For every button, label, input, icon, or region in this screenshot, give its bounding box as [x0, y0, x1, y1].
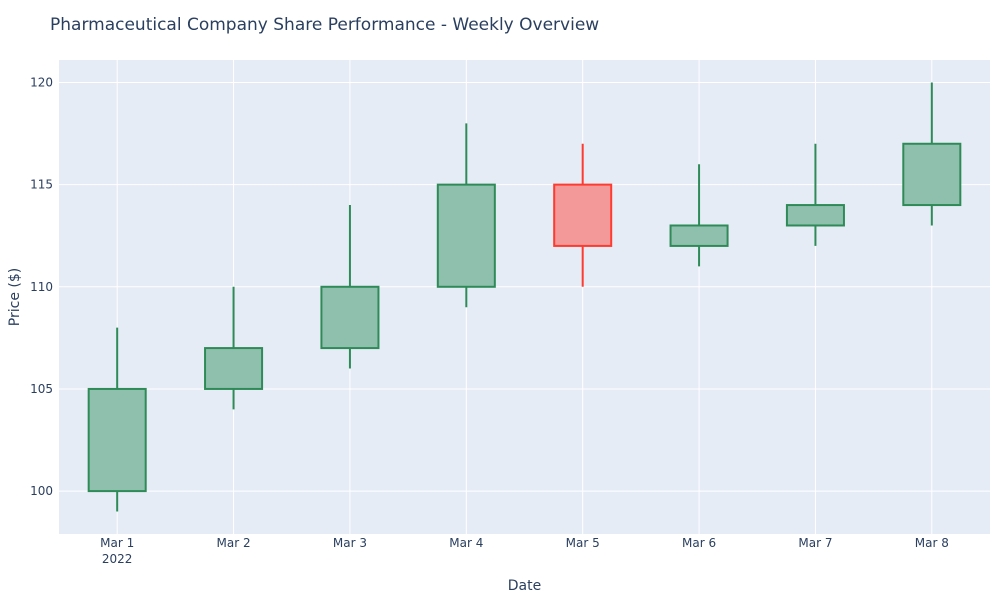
candle-body [669, 224, 729, 247]
x-tick-label: Mar 4 [449, 536, 483, 550]
candle-4 [436, 123, 496, 308]
x-tick-label: Mar 6 [682, 536, 716, 550]
x-tick-label: Mar 2 [217, 536, 251, 550]
candle-1 [87, 327, 147, 512]
x-tick-label: Mar 7 [798, 536, 832, 550]
x-tick-label: Mar 8 [915, 536, 949, 550]
y-tick-label: 120 [30, 75, 53, 89]
candle-2 [204, 286, 264, 410]
x-axis-title: Date [508, 578, 541, 594]
candle-8 [902, 82, 962, 226]
x-axis-year-label: 2022 [102, 552, 133, 566]
candle-body [436, 183, 496, 288]
y-tick-label: 100 [30, 484, 53, 498]
candle-6 [669, 164, 729, 267]
candle-5 [553, 143, 613, 287]
candle-body [785, 204, 845, 227]
plot-background [59, 60, 990, 534]
y-tick-label: 105 [30, 382, 53, 396]
candle-7 [785, 143, 845, 246]
y-axis-ticks: 100 105 110 115 120 [30, 75, 53, 498]
candle-body [902, 142, 962, 207]
x-tick-label: Mar 3 [333, 536, 367, 550]
candle-body [204, 347, 264, 390]
x-axis-ticks: Mar 1 Mar 2 Mar 3 Mar 4 Mar 5 Mar 6 Mar 7 Mar 8 [100, 536, 949, 550]
chart-title: Pharmaceutical Company Share Performance… [50, 15, 599, 35]
y-axis-title: Price ($) [7, 268, 23, 326]
candle-3 [320, 205, 380, 369]
y-tick-label: 115 [30, 178, 53, 192]
candles [87, 82, 962, 512]
candle-body [320, 285, 380, 350]
x-tick-label: Mar 1 [100, 536, 134, 550]
candle-body [87, 387, 147, 493]
y-tick-label: 110 [30, 280, 53, 294]
x-tick-label: Mar 5 [566, 536, 600, 550]
candle-body [553, 183, 613, 247]
